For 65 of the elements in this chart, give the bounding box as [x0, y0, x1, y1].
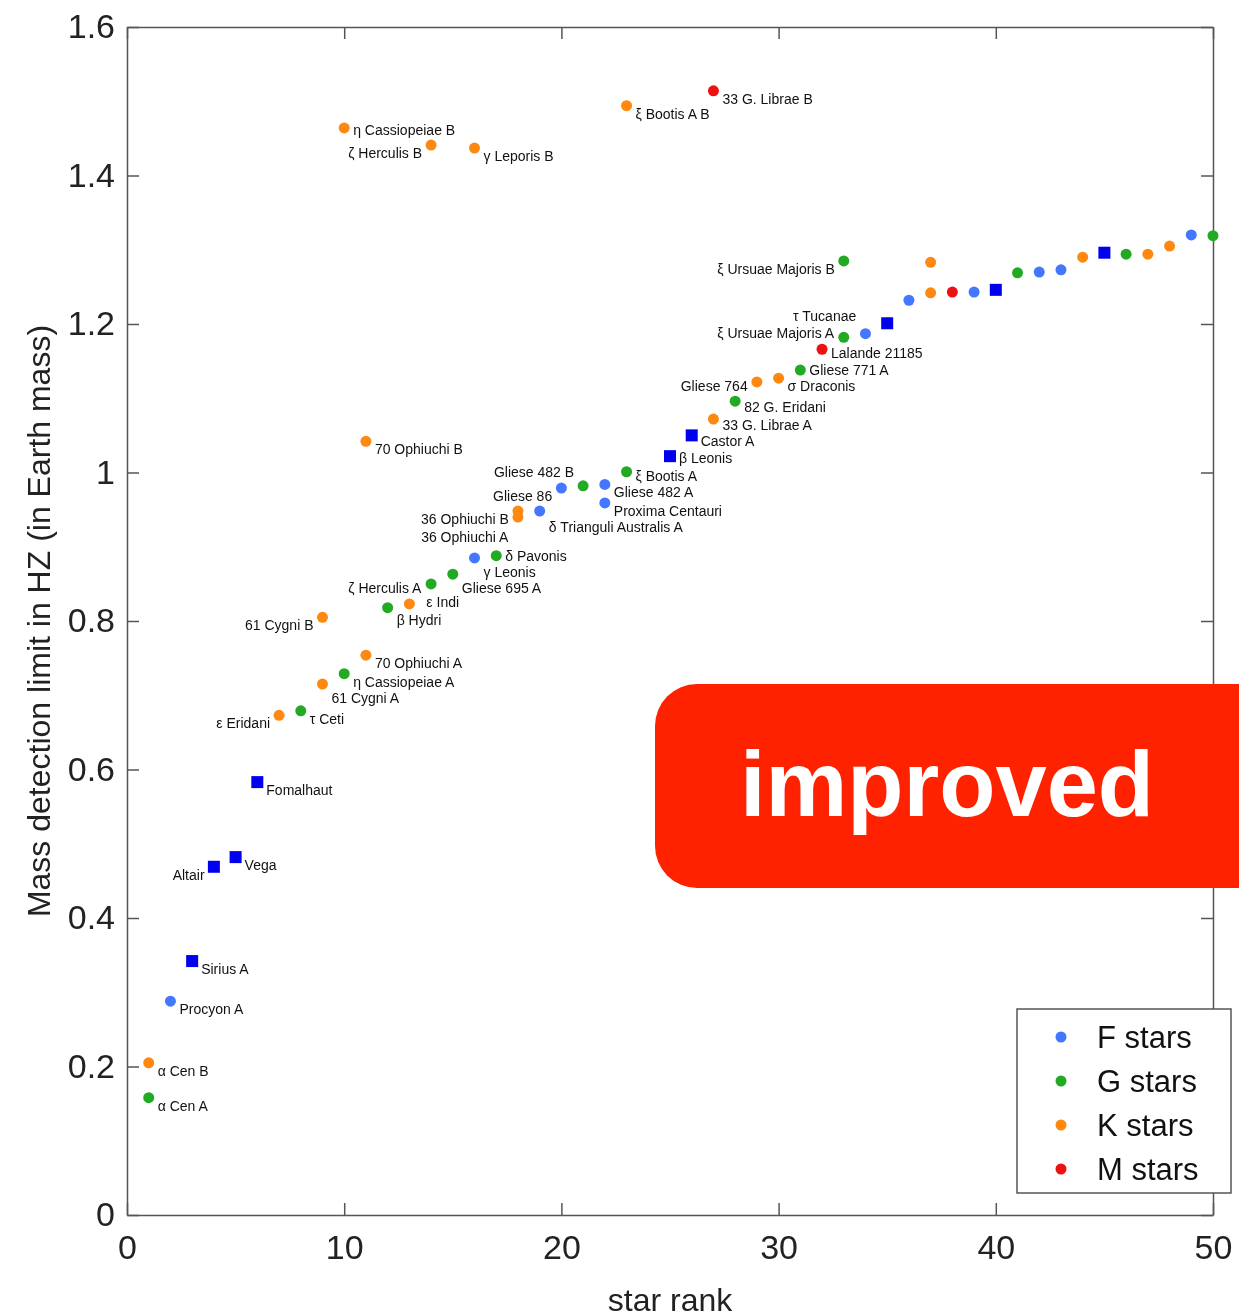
annotation: Lalande 21185 — [831, 345, 923, 362]
annotation: Procyon A — [179, 1001, 244, 1018]
x-tick-label: 50 — [1194, 1228, 1233, 1267]
annotation: τ Tucanae — [792, 307, 857, 324]
legend-label: M stars — [1097, 1152, 1199, 1187]
y-tick-label: 0.2 — [67, 1046, 115, 1085]
annotation: Vega — [244, 857, 277, 874]
annotation: α Cen A — [157, 1097, 209, 1114]
annotation: 36 Ophiuchi B — [421, 511, 509, 528]
annotation: ζ Herculis A — [348, 579, 423, 596]
annotation: δ Trianguli Australis A — [548, 519, 684, 536]
annotation: Castor A — [700, 433, 756, 450]
annotation: η Cassiopeiae B — [353, 121, 456, 138]
x-tick-label: 30 — [760, 1228, 799, 1267]
annotation: 61 Cygni A — [331, 690, 400, 707]
y-tick-label: 0.4 — [67, 898, 115, 937]
y-tick-label: 1.6 — [67, 7, 115, 46]
y-tick-label: 0 — [96, 1195, 115, 1234]
annotation: 33 G. Librae A — [722, 417, 813, 434]
annotation: α Cen B — [157, 1062, 209, 1079]
y-tick-label: 0.6 — [67, 749, 115, 788]
y-tick-label: 1.4 — [67, 155, 115, 194]
annotation: improved — [739, 733, 1155, 835]
annotation: 70 Ophiuchi A — [374, 655, 463, 672]
x-tick-label: 10 — [325, 1228, 364, 1267]
x-axis-title: star rank — [607, 1282, 734, 1315]
annotation: Gliese 771 A — [809, 362, 890, 379]
annotation: γ Leporis B — [483, 148, 554, 165]
annotation: Gliese 86 — [493, 488, 553, 505]
annotation: 61 Cygni B — [245, 617, 314, 634]
annotation: Altair — [172, 866, 205, 883]
annotation: ξ Ursuae Majoris B — [717, 260, 835, 277]
annotation: Sirius A — [201, 961, 250, 978]
annotation: Gliese 482 A — [613, 484, 694, 501]
annotation: Fomalhaut — [266, 782, 333, 799]
legend-label: K stars — [1097, 1108, 1194, 1143]
y-tick-label: 1 — [96, 452, 115, 491]
annotation: γ Leonis — [483, 563, 536, 580]
annotation: β Hydri — [396, 611, 442, 628]
annotation: ε Indi — [426, 593, 460, 610]
x-tick-label: 20 — [542, 1228, 581, 1267]
annotation: τ Ceti — [309, 710, 345, 727]
annotation: ξ Bootis A — [635, 467, 698, 484]
annotation: ξ Ursuae Majoris A — [717, 325, 835, 342]
legend-label: G stars — [1097, 1064, 1197, 1099]
annotation: Proxima Centauri — [613, 502, 722, 519]
annotation: ξ Bootis A B — [635, 105, 710, 122]
annotation: ζ Herculis B — [348, 145, 423, 162]
annotation: ε Eridani — [216, 715, 271, 732]
annotation: Gliese 695 A — [461, 580, 542, 597]
y-tick-label: 1.2 — [67, 304, 115, 343]
x-tick-label: 40 — [977, 1228, 1016, 1267]
annotation: 36 Ophiuchi A — [421, 529, 509, 546]
y-axis-title: Mass detection limit in HZ (in Earth mass) — [21, 324, 57, 918]
annotation: Gliese 764 — [680, 377, 748, 394]
annotation: 33 G. Librae B — [722, 90, 813, 107]
annotation: Gliese 482 B — [493, 463, 575, 480]
y-tick-label: 0.8 — [67, 601, 115, 640]
annotation: 82 G. Eridani — [744, 399, 826, 416]
annotation: 70 Ophiuchi B — [374, 441, 463, 458]
annotation: σ Draconis — [787, 378, 856, 395]
annotation: η Cassiopeiae A — [353, 673, 456, 690]
annotation: δ Pavonis — [505, 547, 567, 564]
legend-label: F stars — [1097, 1020, 1192, 1055]
annotation: β Leonis — [679, 450, 733, 467]
